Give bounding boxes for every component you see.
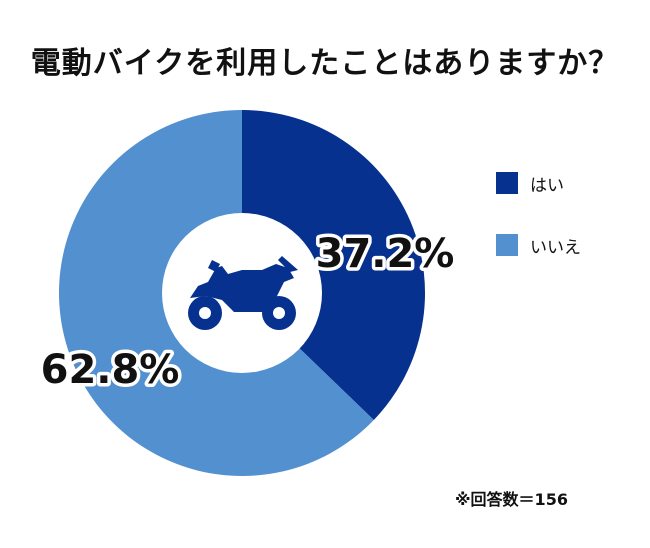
legend: はい いいえ: [496, 172, 581, 296]
legend-label: いいえ: [530, 237, 581, 258]
legend-swatch: [496, 172, 518, 194]
response-count-note: ※回答数＝156: [455, 490, 568, 509]
value-label: 62.8%: [41, 347, 180, 393]
legend-item: いいえ: [496, 234, 581, 258]
value-labels: 37.2% 62.8%: [37, 228, 458, 397]
slice-yes: [242, 110, 426, 420]
legend-label: はい: [530, 175, 564, 196]
legend-item: はい: [496, 172, 581, 196]
legend-swatch: [496, 234, 518, 256]
chart-title: 電動バイクを利用したことはありますか？: [30, 46, 620, 81]
value-label: 37.2%: [316, 231, 455, 277]
motorcycle-icon: [188, 256, 298, 330]
